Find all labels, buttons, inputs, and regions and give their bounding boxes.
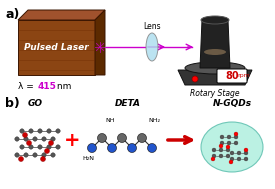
Circle shape bbox=[220, 141, 224, 145]
Circle shape bbox=[33, 153, 37, 157]
Text: Lens: Lens bbox=[143, 22, 161, 31]
Text: rpm: rpm bbox=[237, 74, 250, 78]
Circle shape bbox=[38, 145, 42, 149]
Text: NH₂: NH₂ bbox=[148, 118, 160, 123]
Circle shape bbox=[51, 137, 55, 141]
Circle shape bbox=[212, 154, 216, 158]
Text: 80: 80 bbox=[225, 71, 239, 81]
Circle shape bbox=[38, 129, 42, 133]
Ellipse shape bbox=[146, 33, 158, 61]
Circle shape bbox=[33, 137, 37, 141]
Circle shape bbox=[147, 143, 156, 153]
Circle shape bbox=[29, 145, 33, 149]
Circle shape bbox=[47, 145, 51, 149]
Circle shape bbox=[26, 140, 32, 146]
Text: nm: nm bbox=[54, 82, 72, 91]
Circle shape bbox=[51, 153, 55, 157]
Circle shape bbox=[40, 156, 45, 161]
Text: H₂N: H₂N bbox=[82, 156, 94, 161]
Circle shape bbox=[244, 148, 248, 152]
Ellipse shape bbox=[201, 16, 229, 24]
Circle shape bbox=[24, 137, 28, 141]
Circle shape bbox=[45, 149, 50, 153]
Circle shape bbox=[117, 133, 126, 143]
Circle shape bbox=[226, 154, 230, 158]
Circle shape bbox=[98, 133, 106, 143]
Circle shape bbox=[237, 151, 241, 155]
Circle shape bbox=[219, 148, 223, 152]
Circle shape bbox=[24, 153, 28, 157]
Text: DETA: DETA bbox=[115, 99, 141, 108]
Circle shape bbox=[244, 151, 248, 155]
Circle shape bbox=[226, 148, 230, 152]
Circle shape bbox=[219, 144, 223, 148]
Text: 415: 415 bbox=[38, 82, 57, 91]
Circle shape bbox=[56, 145, 60, 149]
Text: +: + bbox=[64, 130, 80, 149]
Circle shape bbox=[237, 157, 241, 161]
Text: Pulsed Laser: Pulsed Laser bbox=[24, 43, 88, 51]
Circle shape bbox=[48, 140, 54, 146]
Text: GO: GO bbox=[28, 99, 43, 108]
Circle shape bbox=[234, 132, 238, 136]
Circle shape bbox=[15, 153, 19, 157]
FancyBboxPatch shape bbox=[217, 69, 247, 83]
Circle shape bbox=[23, 132, 28, 138]
Circle shape bbox=[20, 145, 24, 149]
Polygon shape bbox=[18, 10, 105, 20]
Circle shape bbox=[56, 129, 60, 133]
Circle shape bbox=[20, 129, 24, 133]
Circle shape bbox=[192, 76, 198, 82]
Circle shape bbox=[226, 145, 230, 149]
Ellipse shape bbox=[201, 122, 263, 172]
Circle shape bbox=[234, 141, 238, 145]
Ellipse shape bbox=[185, 62, 245, 74]
Circle shape bbox=[234, 135, 238, 139]
Polygon shape bbox=[178, 70, 252, 85]
Polygon shape bbox=[95, 10, 105, 75]
Circle shape bbox=[230, 151, 234, 155]
Circle shape bbox=[108, 143, 117, 153]
Text: b): b) bbox=[5, 97, 20, 110]
Circle shape bbox=[230, 157, 234, 161]
Polygon shape bbox=[18, 20, 95, 75]
Circle shape bbox=[227, 135, 231, 139]
Circle shape bbox=[42, 137, 46, 141]
Text: λ =: λ = bbox=[18, 82, 37, 91]
Circle shape bbox=[128, 143, 136, 153]
Circle shape bbox=[211, 157, 215, 161]
Ellipse shape bbox=[204, 49, 226, 55]
Circle shape bbox=[29, 129, 33, 133]
Circle shape bbox=[219, 154, 223, 158]
Circle shape bbox=[47, 129, 51, 133]
Circle shape bbox=[244, 157, 248, 161]
Text: N-GQDs: N-GQDs bbox=[212, 99, 252, 108]
Circle shape bbox=[87, 143, 97, 153]
Circle shape bbox=[18, 156, 23, 161]
Text: Rotary Stage: Rotary Stage bbox=[190, 89, 240, 98]
Circle shape bbox=[42, 153, 46, 157]
Circle shape bbox=[212, 148, 216, 152]
Circle shape bbox=[227, 141, 231, 145]
Circle shape bbox=[229, 160, 233, 164]
Text: a): a) bbox=[5, 8, 19, 21]
Circle shape bbox=[15, 137, 19, 141]
Circle shape bbox=[138, 133, 147, 143]
Polygon shape bbox=[200, 20, 230, 68]
Text: NH: NH bbox=[105, 118, 115, 123]
Circle shape bbox=[220, 135, 224, 139]
